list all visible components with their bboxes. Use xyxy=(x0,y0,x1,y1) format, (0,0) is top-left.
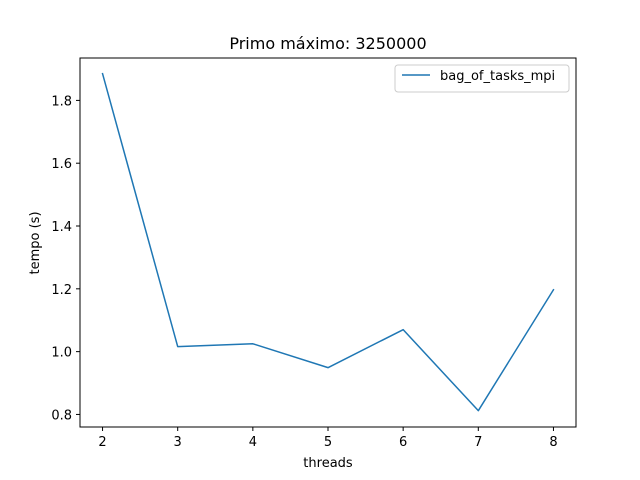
chart-title: Primo máximo: 3250000 xyxy=(229,34,426,53)
plot-area xyxy=(80,58,576,427)
ticks-layer: 2 3 4 5 6 7 8 0.8 1.0 1.2 1.4 1.6 1.8 xyxy=(51,94,557,450)
x-axis-label: threads xyxy=(303,456,353,471)
y-tick-label: 1.0 xyxy=(51,346,72,361)
x-tick-label: 5 xyxy=(324,435,332,450)
y-tick-label: 0.8 xyxy=(51,408,72,423)
x-tick-label: 4 xyxy=(249,435,257,450)
y-tick-label: 1.2 xyxy=(51,283,72,298)
x-tick-label: 3 xyxy=(174,435,182,450)
y-tick-label: 1.6 xyxy=(51,157,72,172)
series-layer xyxy=(101,72,555,412)
legend: bag_of_tasks_mpi xyxy=(394,64,570,93)
x-tick-label: 6 xyxy=(399,435,407,450)
x-tick-label: 2 xyxy=(98,435,106,450)
y-axis-label: tempo (s) xyxy=(28,211,43,274)
y-tick-label: 1.8 xyxy=(51,94,72,109)
legend-label-bag-of-tasks-mpi: bag_of_tasks_mpi xyxy=(440,69,555,84)
y-tick-label: 1.4 xyxy=(51,220,72,235)
x-tick-label: 7 xyxy=(474,435,482,450)
x-tick-label: 8 xyxy=(549,435,557,450)
legend-box xyxy=(394,64,570,93)
plot-frame xyxy=(79,57,577,428)
